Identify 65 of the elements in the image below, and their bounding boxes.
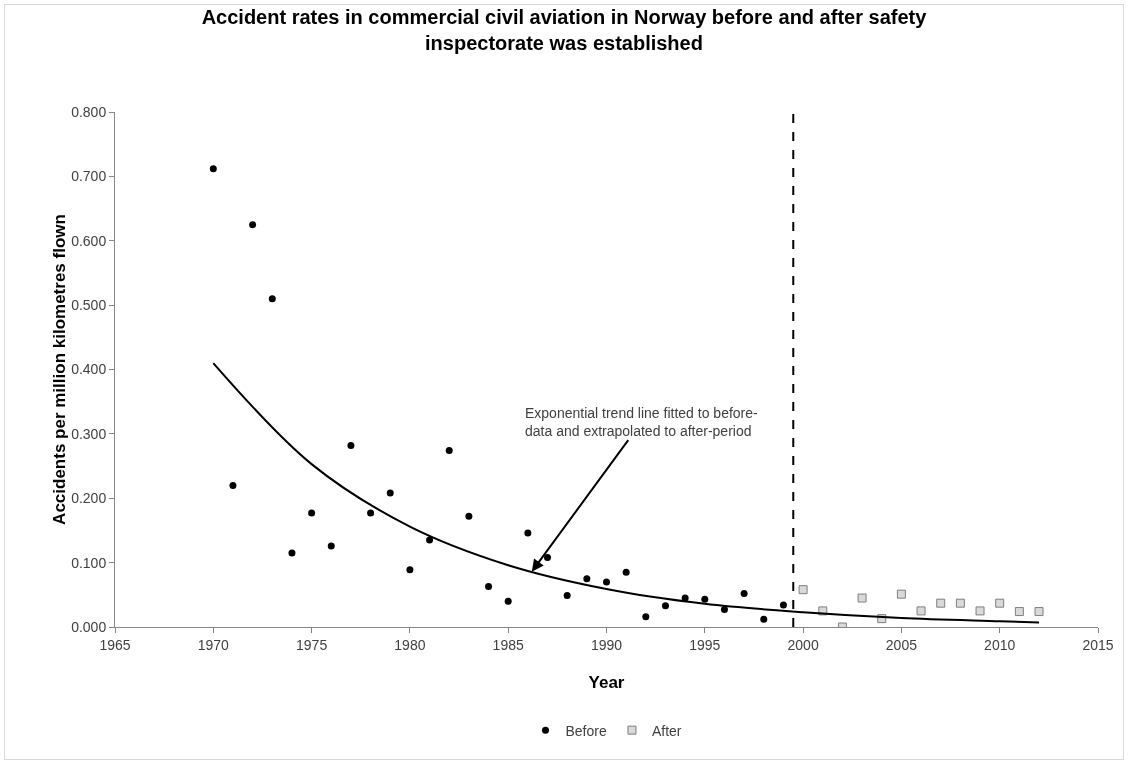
point (445, 447, 453, 455)
point (936, 598, 946, 608)
point (367, 509, 375, 517)
x-tick-label: 2010 (984, 636, 1016, 653)
point (583, 575, 591, 583)
y-axis-title: Accidents per million kilometres flown (50, 214, 70, 525)
point (896, 589, 906, 599)
x-tick-label: 1990 (590, 636, 623, 653)
legend-label: Before (565, 722, 607, 739)
point (347, 441, 355, 449)
annotation: Exponential trend line fitted to before- data and extrapolated to after-period (525, 405, 759, 440)
y-tick-label: 0.700 (71, 168, 107, 185)
point (1014, 607, 1024, 617)
point (465, 512, 473, 520)
point (661, 602, 669, 610)
legend-label: After (651, 722, 682, 739)
point (995, 598, 1005, 608)
x-tick-label: 1970 (197, 636, 230, 653)
point (288, 549, 296, 557)
point (229, 481, 237, 489)
point (308, 509, 316, 517)
y-tick-label: 0.200 (71, 490, 107, 507)
y-tick-label: 0.600 (71, 232, 107, 249)
point (1034, 607, 1044, 617)
point (798, 585, 808, 595)
y-tick-label: 0.400 (71, 361, 107, 378)
x-axis-title: Year (588, 673, 625, 692)
point (406, 566, 414, 574)
y-tick-label: 0.300 (71, 425, 107, 442)
y-tick-label: 0.100 (71, 554, 107, 571)
point (327, 542, 335, 550)
x-tick-label: 1985 (492, 636, 524, 653)
point (955, 598, 965, 608)
x-tick-label: 1975 (296, 636, 328, 653)
chart-title: Accident rates in commercial civil aviation in Norway before and after safety inspectorate was established (201, 5, 928, 54)
point (268, 295, 276, 303)
x-tick-label: 2015 (1082, 636, 1114, 653)
point (740, 590, 748, 598)
point (249, 221, 257, 229)
x-tick-label: 1980 (394, 636, 426, 653)
point (857, 593, 867, 603)
point (544, 553, 552, 561)
point (504, 597, 512, 605)
point (622, 568, 630, 576)
point (779, 601, 787, 609)
point (386, 489, 394, 497)
point (701, 595, 709, 603)
point (603, 578, 610, 586)
point (975, 606, 985, 616)
point (916, 606, 926, 616)
y-tick-label: 0.800 (71, 103, 107, 120)
point (720, 606, 728, 614)
point (524, 529, 532, 537)
y-tick-label: 0.000 (71, 618, 107, 635)
point (485, 582, 493, 590)
point (760, 615, 768, 623)
point (642, 613, 650, 621)
x-tick-label: 1965 (99, 636, 131, 653)
y-tick-label: 0.500 (71, 297, 107, 314)
point (209, 165, 217, 173)
x-tick-label: 2000 (787, 636, 819, 653)
point (563, 591, 571, 599)
x-tick-label: 1995 (689, 636, 721, 653)
x-tick-label: 2005 (885, 636, 918, 653)
point (426, 536, 434, 544)
